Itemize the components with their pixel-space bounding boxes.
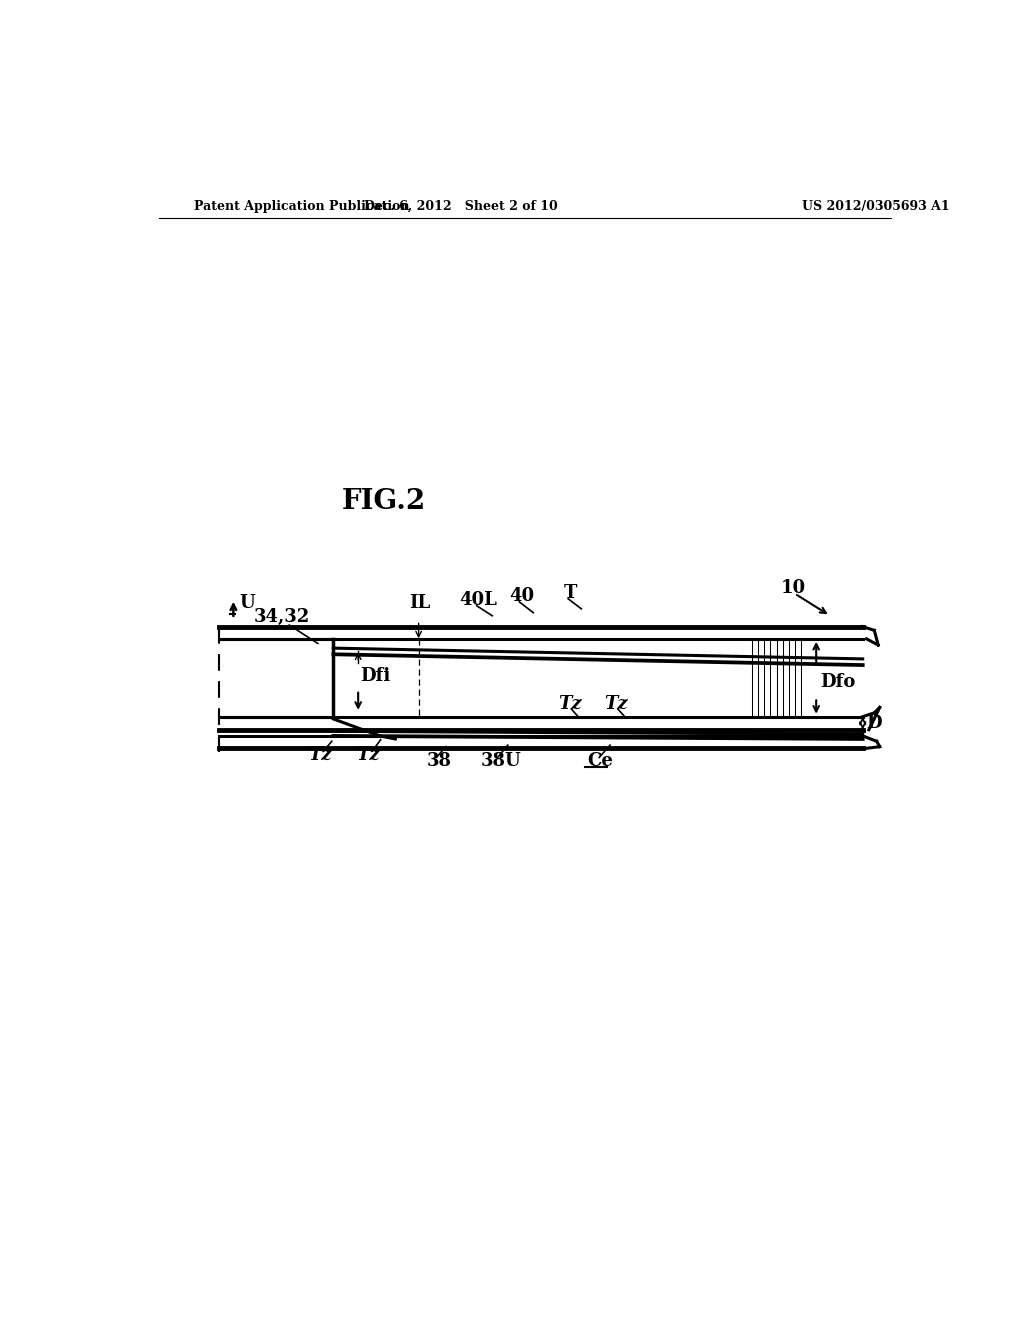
Text: Ce: Ce — [587, 752, 612, 771]
Text: 40L: 40L — [460, 590, 498, 609]
Text: Dec. 6, 2012   Sheet 2 of 10: Dec. 6, 2012 Sheet 2 of 10 — [365, 199, 558, 213]
Text: D: D — [866, 714, 883, 731]
Text: Dfo: Dfo — [820, 673, 855, 690]
Text: Tz: Tz — [308, 746, 332, 764]
Text: Tz: Tz — [558, 694, 582, 713]
Text: 38: 38 — [426, 752, 452, 771]
Text: Tz: Tz — [356, 746, 380, 764]
Text: FIG.2: FIG.2 — [342, 487, 426, 515]
Text: US 2012/0305693 A1: US 2012/0305693 A1 — [802, 199, 950, 213]
Text: Dfi: Dfi — [360, 667, 391, 685]
Text: 34,32: 34,32 — [254, 609, 310, 626]
Text: IL: IL — [410, 594, 430, 612]
Text: 10: 10 — [780, 579, 806, 597]
Text: Tz: Tz — [604, 694, 629, 713]
Text: 38U: 38U — [480, 752, 521, 771]
Text: U: U — [240, 594, 255, 612]
Text: 40: 40 — [509, 587, 535, 605]
Text: T: T — [563, 583, 577, 602]
Text: Patent Application Publication: Patent Application Publication — [194, 199, 410, 213]
